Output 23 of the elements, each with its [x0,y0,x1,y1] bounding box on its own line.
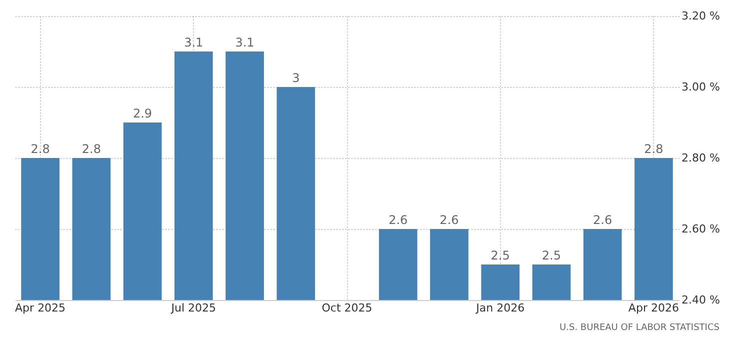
data-label: 3.1 [184,36,204,50]
y-tick-label: 3.00 % [682,80,720,94]
data-label: 2.9 [132,106,152,120]
text: U.S. BUREAU OF LABOR STATISTICS [560,323,720,333]
x-tick-label: Jul 2025 [170,302,216,314]
x-tick-label: Apr 2025 [15,302,66,314]
y-tick-label: 2.60 % [682,222,720,236]
data-label: 2.8 [30,142,50,156]
data-label: 2.5 [542,248,562,262]
data-label: 2.6 [593,213,612,227]
data-label: 3.1 [235,36,254,50]
x-tick-label: Oct 2025 [322,302,372,314]
x-tick-label: Jan 2026 [475,302,525,314]
y-tick-label: 3.20 % [682,10,720,22]
data-label: 2.6 [388,213,408,227]
data-label: 2.5 [490,248,510,262]
y-tick-label: 2.40 % [682,294,720,306]
x-tick-label: Apr 2026 [628,302,679,314]
data-label: 2.8 [82,142,101,156]
data-label: 2.6 [440,213,459,227]
data-label: 2.8 [644,142,664,156]
data-label: 3 [292,71,300,85]
y-tick-label: 2.80 % [682,152,720,164]
